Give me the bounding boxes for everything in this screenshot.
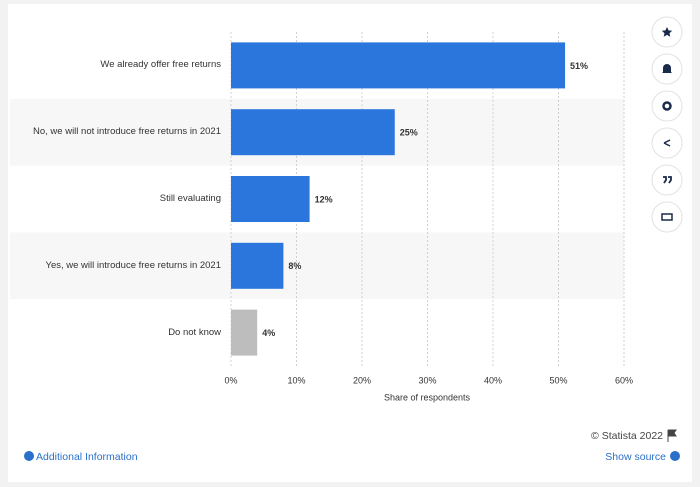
show-source[interactable]: Show source <box>605 451 666 463</box>
bar <box>231 176 310 222</box>
settings-button[interactable] <box>651 90 683 122</box>
star-icon <box>661 27 673 37</box>
print-button[interactable] <box>651 201 683 233</box>
flag-icon <box>667 429 677 442</box>
info-icon <box>24 451 34 461</box>
share-icon <box>663 139 671 147</box>
y-tick-label: We already offer free returns <box>100 59 221 71</box>
value-label: 8% <box>288 261 301 271</box>
x-tick-label: 60% <box>615 375 633 385</box>
print-icon <box>661 213 673 221</box>
y-tick-label: No, we will not introduce free returns i… <box>33 126 221 138</box>
x-tick-label: 30% <box>418 375 436 385</box>
bar <box>231 242 284 289</box>
toolbar <box>651 16 683 233</box>
value-label: 4% <box>262 328 275 338</box>
value-label: 12% <box>315 194 333 204</box>
bar <box>231 42 566 89</box>
bar <box>231 109 395 156</box>
x-tick-label: 0% <box>224 375 237 385</box>
x-tick-label: 10% <box>287 375 305 385</box>
share-button[interactable] <box>651 127 683 159</box>
copyright: © Statista 2022 <box>591 430 663 442</box>
gear-icon <box>662 101 672 111</box>
x-axis-label: Share of respondents <box>384 392 471 402</box>
quote-icon <box>663 176 672 184</box>
value-label: 25% <box>400 128 418 138</box>
bell-icon <box>662 64 672 73</box>
y-tick-label: Yes, we will introduce free returns in 2… <box>45 259 222 271</box>
y-tick-label: Do not know <box>168 326 221 338</box>
x-tick-label: 20% <box>353 375 371 385</box>
x-tick-label: 40% <box>484 375 502 385</box>
value-label: 51% <box>570 61 588 71</box>
x-tick-label: 50% <box>549 375 567 385</box>
bar <box>231 309 258 356</box>
info-icon <box>670 451 680 461</box>
additional-information[interactable]: Additional Information <box>36 451 138 463</box>
row-band <box>10 232 624 300</box>
y-tick-label: Still evaluating <box>159 193 221 204</box>
cite-button[interactable] <box>651 164 683 196</box>
